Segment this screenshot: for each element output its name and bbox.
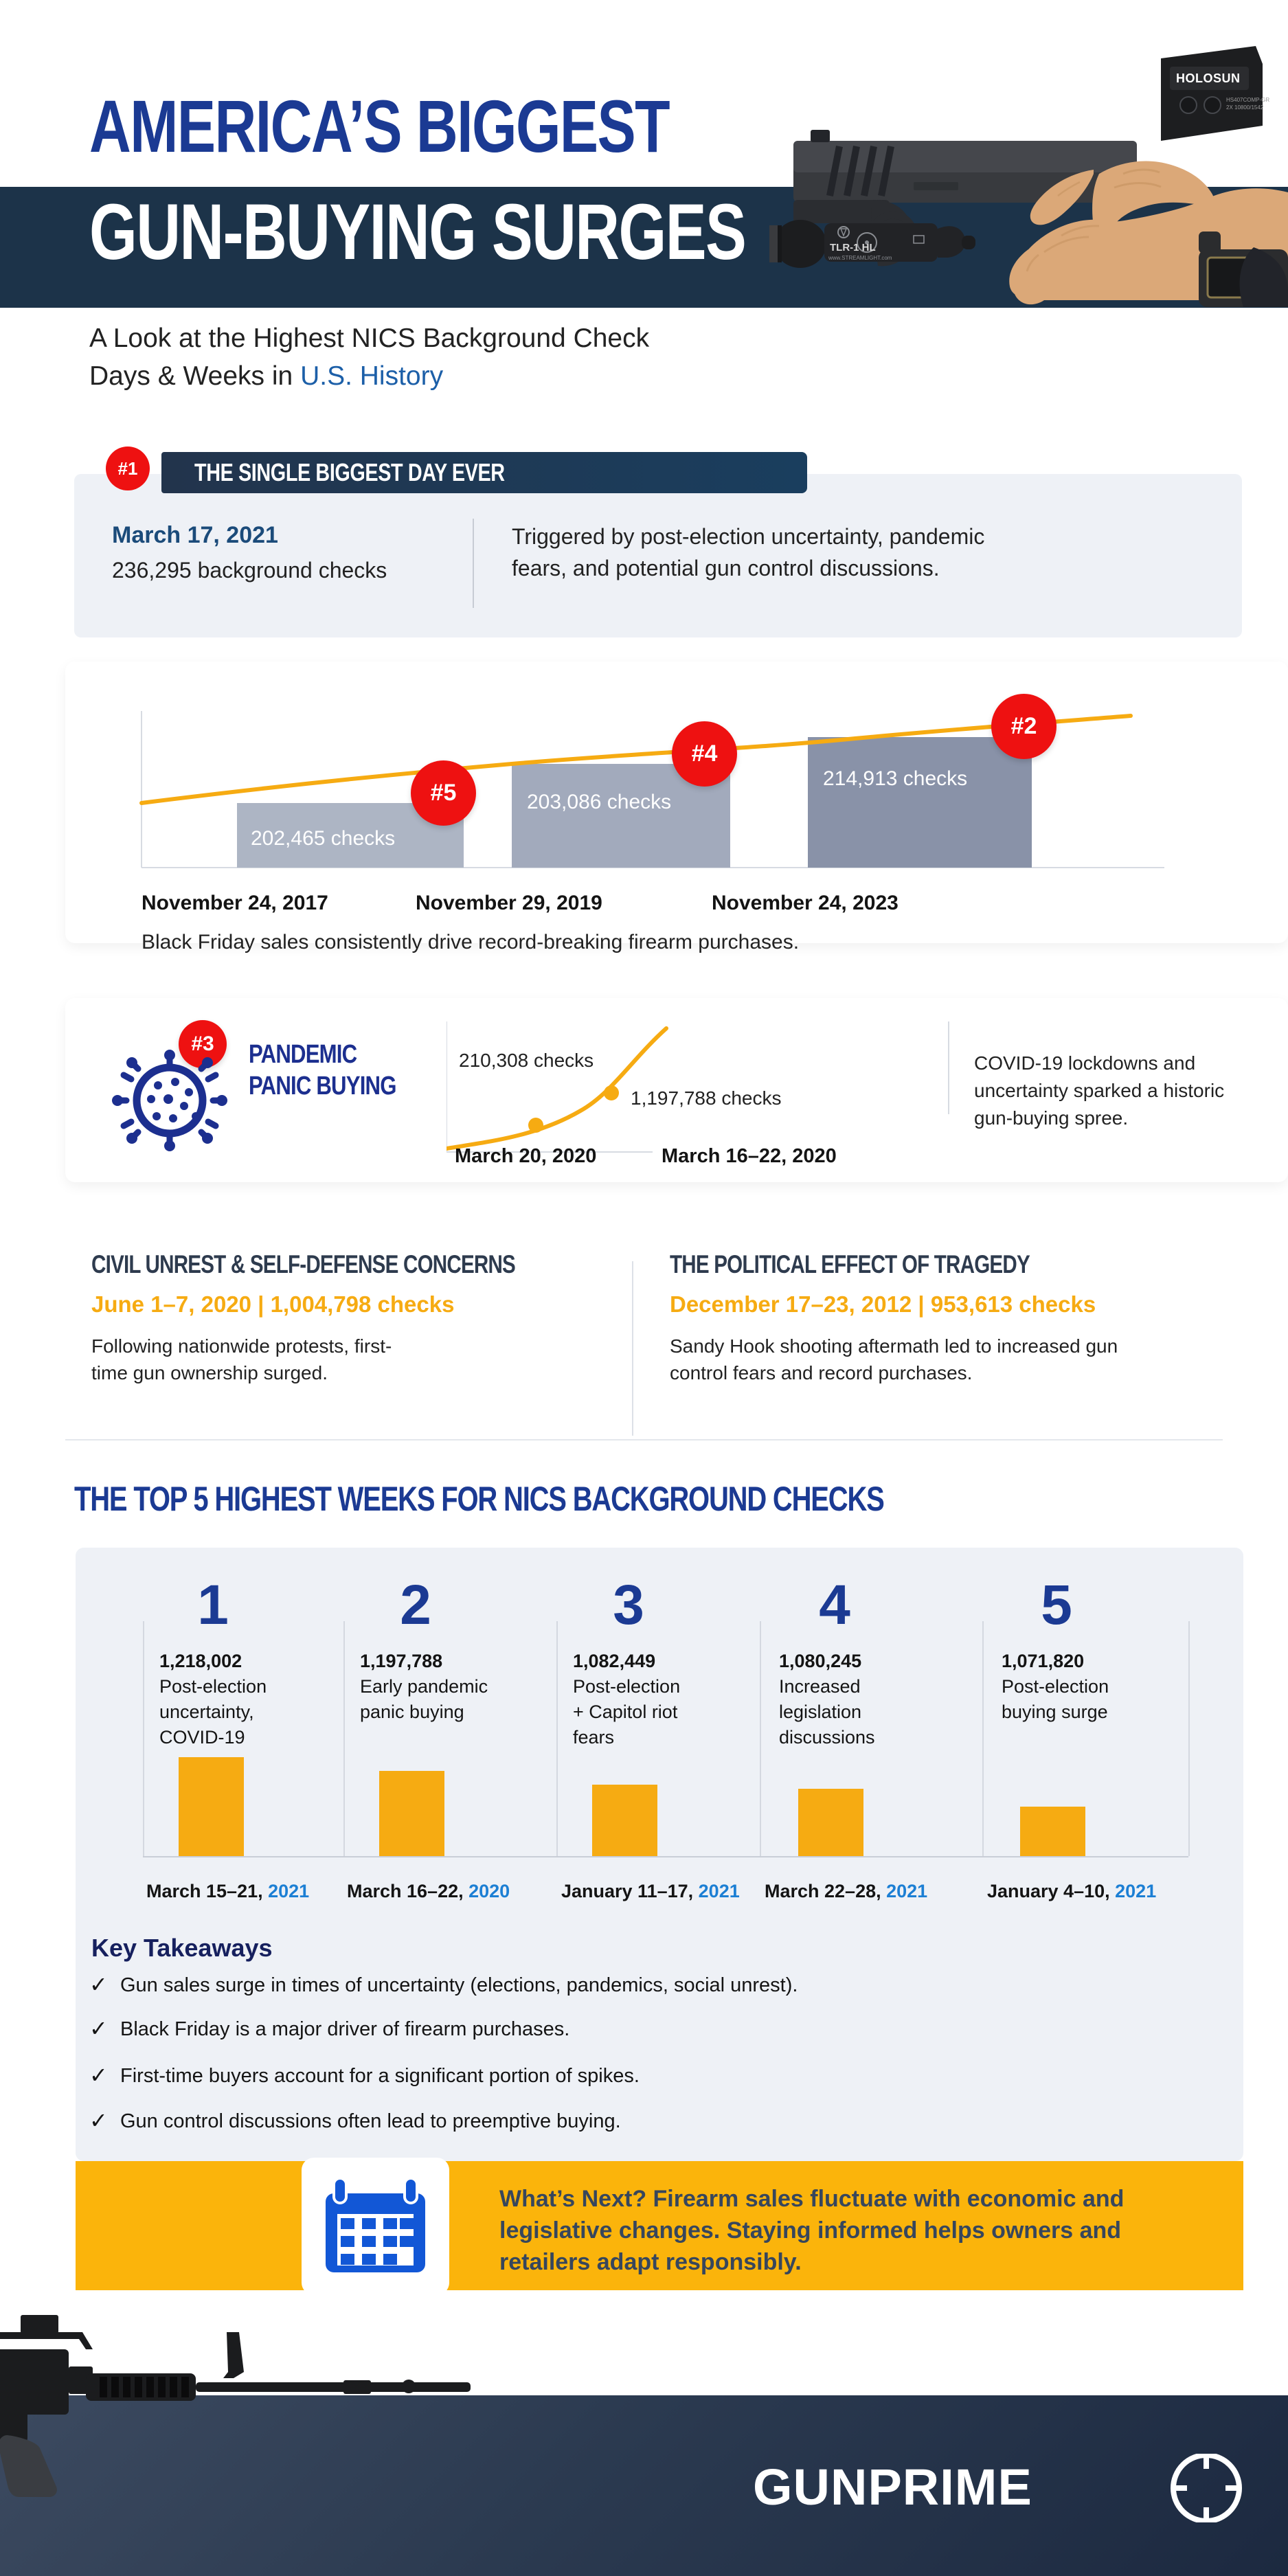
svg-text:HOLOSUN: HOLOSUN: [1176, 71, 1241, 85]
svg-text:203,086 checks: 203,086 checks: [527, 791, 671, 813]
svg-text:HS407COMP-GR: HS407COMP-GR: [1226, 97, 1269, 103]
svg-text:202,465 checks: 202,465 checks: [251, 827, 395, 850]
svg-text:2X 10800/1542: 2X 10800/1542: [1226, 104, 1264, 111]
svg-text:TLR-1 HL: TLR-1 HL: [830, 242, 876, 253]
svg-text:GUNPRIME: GUNPRIME: [753, 2459, 1032, 2516]
svg-text:www.STREAMLIGHT.com: www.STREAMLIGHT.com: [828, 255, 892, 261]
svg-text:214,913 checks: 214,913 checks: [823, 767, 967, 790]
